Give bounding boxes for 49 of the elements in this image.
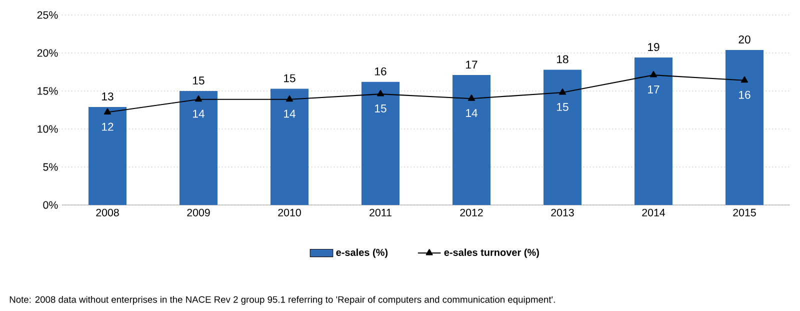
- text: Note: 2008 data without enterprises in the NACE Rev 2 group 95.1 referring to 'Repair of computers and communication equipment'.: [10, 296, 555, 305]
- data-label: 19: [648, 43, 660, 52]
- x-tick-label: 2009: [187, 208, 210, 216]
- bar: [726, 50, 764, 205]
- point: [740, 76, 748, 83]
- y-tick-label: 0%: [43, 201, 58, 209]
- x-tick-label: 2014: [642, 208, 666, 216]
- point: [286, 95, 294, 102]
- data-label: 20: [738, 35, 750, 44]
- data-label: 15: [557, 103, 568, 111]
- data-label: 14: [466, 109, 478, 117]
- point: [650, 71, 658, 78]
- x-tick-label: 2015: [733, 208, 756, 216]
- data-label: 17: [466, 60, 478, 69]
- data-label: 16: [739, 90, 750, 99]
- bar: [544, 70, 582, 205]
- x-tick-label: 2011: [370, 208, 392, 216]
- x-tick-label: 2010: [278, 208, 301, 216]
- data-label: 17: [648, 86, 660, 94]
- data-label: 15: [375, 104, 386, 112]
- legend-label: e-sales turnover (%): [444, 248, 539, 258]
- y-tick-label: 15%: [38, 87, 58, 95]
- data-label: 14: [284, 110, 296, 118]
- data-label: 15: [193, 76, 204, 85]
- x-tick-label: 2008: [96, 208, 119, 216]
- bar: [452, 75, 491, 205]
- point: [194, 95, 202, 102]
- bar: [634, 58, 672, 205]
- point: [376, 90, 384, 96]
- point: [558, 88, 566, 95]
- point: [104, 108, 112, 115]
- bar: [362, 82, 400, 205]
- legend-label: e-sales (%): [336, 248, 388, 258]
- data-label: 13: [102, 92, 114, 100]
- x-tick-label: 2012: [460, 208, 483, 216]
- data-label: 14: [193, 110, 204, 118]
- bar: [270, 88, 308, 205]
- data-label: 12: [102, 122, 114, 131]
- point: [468, 94, 476, 101]
- data-label: 15: [284, 74, 296, 82]
- y-tick-label: 25%: [37, 11, 58, 19]
- data-label: 18: [557, 55, 568, 64]
- bar: [88, 106, 127, 205]
- y-tick-label: 20%: [37, 49, 58, 57]
- x-tick-label: 2013: [551, 208, 574, 216]
- y-tick-label: 5%: [43, 163, 58, 171]
- bar: [180, 91, 218, 205]
- data-label: 16: [375, 67, 386, 76]
- y-tick-label: 10%: [38, 125, 58, 133]
